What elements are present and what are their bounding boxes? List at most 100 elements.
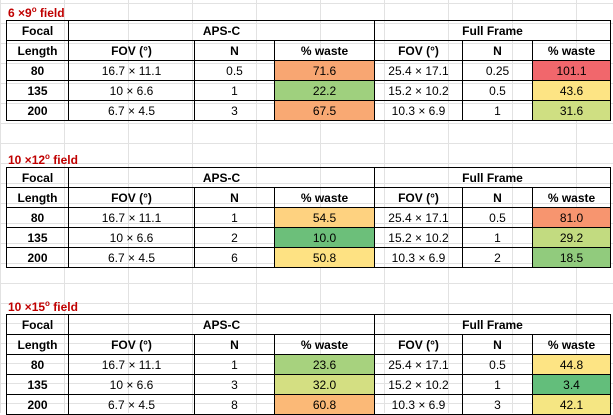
header-row-1: Focal APS-C Full Frame [6,314,611,335]
focal-header[interactable]: Focal [6,167,69,188]
length-header[interactable]: Length [6,40,69,61]
aps-waste-header[interactable]: % waste [274,334,375,355]
ff-n-cell[interactable]: 0.25 [462,60,533,81]
ff-fov-cell[interactable]: 10.3 × 6.9 [374,247,463,268]
ff-fov-cell[interactable]: 25.4 × 17.1 [374,354,463,375]
ff-n-header[interactable]: N [462,40,533,61]
aps-waste-header[interactable]: % waste [274,40,375,61]
ff-fov-header[interactable]: FOV (°) [374,334,463,355]
ff-fov-cell[interactable]: 15.2 × 10.2 [374,80,463,101]
aps-fov-cell[interactable]: 16.7 × 11.1 [68,207,195,228]
table-row: 135 10 × 6.6 1 22.2 15.2 × 10.2 0.5 43.6 [6,80,611,101]
aps-waste-cell[interactable]: 71.6 [274,60,375,81]
section-title[interactable]: 10 ×12o field [8,152,78,167]
aps-waste-cell[interactable]: 67.5 [274,100,375,121]
focal-cell[interactable]: 135 [6,374,69,395]
ff-waste-header[interactable]: % waste [532,334,611,355]
ff-n-cell[interactable]: 3 [462,394,533,415]
length-header[interactable]: Length [6,187,69,208]
aps-n-cell[interactable]: 6 [194,247,275,268]
aps-fov-cell[interactable]: 6.7 × 4.5 [68,394,195,415]
length-header[interactable]: Length [6,334,69,355]
apsc-header[interactable]: APS-C [68,167,375,188]
aps-fov-cell[interactable]: 10 × 6.6 [68,227,195,248]
ff-n-cell[interactable]: 1 [462,100,533,121]
aps-n-cell[interactable]: 2 [194,227,275,248]
ff-fov-header[interactable]: FOV (°) [374,187,463,208]
aps-n-cell[interactable]: 1 [194,207,275,228]
aps-n-header[interactable]: N [194,187,275,208]
ff-n-cell[interactable]: 1 [462,227,533,248]
aps-n-header[interactable]: N [194,40,275,61]
ff-n-header[interactable]: N [462,334,533,355]
ff-waste-cell[interactable]: 101.1 [532,60,611,81]
fullframe-header[interactable]: Full Frame [374,20,611,41]
ff-n-cell[interactable]: 1 [462,374,533,395]
aps-fov-header[interactable]: FOV (°) [68,187,195,208]
aps-fov-header[interactable]: FOV (°) [68,334,195,355]
aps-waste-cell[interactable]: 23.6 [274,354,375,375]
aps-waste-cell[interactable]: 22.2 [274,80,375,101]
aps-n-header[interactable]: N [194,334,275,355]
aps-fov-cell[interactable]: 10 × 6.6 [68,374,195,395]
table-row: 135 10 × 6.6 3 32.0 15.2 × 10.2 1 3.4 [6,374,611,395]
ff-n-header[interactable]: N [462,187,533,208]
aps-n-cell[interactable]: 3 [194,374,275,395]
section-title[interactable]: 6 ×9o field [8,5,65,20]
ff-waste-cell[interactable]: 81.0 [532,207,611,228]
aps-fov-cell[interactable]: 16.7 × 11.1 [68,354,195,375]
aps-n-cell[interactable]: 8 [194,394,275,415]
ff-waste-cell[interactable]: 42.1 [532,394,611,415]
aps-n-cell[interactable]: 0.5 [194,60,275,81]
aps-n-cell[interactable]: 3 [194,100,275,121]
ff-fov-cell[interactable]: 15.2 × 10.2 [374,374,463,395]
ff-fov-cell[interactable]: 25.4 × 17.1 [374,60,463,81]
focal-cell[interactable]: 200 [6,100,69,121]
ff-n-cell[interactable]: 2 [462,247,533,268]
apsc-header[interactable]: APS-C [68,314,375,335]
aps-n-cell[interactable]: 1 [194,354,275,375]
focal-header[interactable]: Focal [6,314,69,335]
ff-waste-header[interactable]: % waste [532,40,611,61]
ff-fov-cell[interactable]: 25.4 × 17.1 [374,207,463,228]
ff-fov-cell[interactable]: 15.2 × 10.2 [374,227,463,248]
focal-header[interactable]: Focal [6,20,69,41]
ff-waste-header[interactable]: % waste [532,187,611,208]
aps-fov-cell[interactable]: 10 × 6.6 [68,80,195,101]
aps-fov-cell[interactable]: 6.7 × 4.5 [68,100,195,121]
section-title[interactable]: 10 ×15o field [8,299,78,314]
ff-waste-cell[interactable]: 29.2 [532,227,611,248]
ff-n-cell[interactable]: 0.5 [462,207,533,228]
aps-waste-cell[interactable]: 60.8 [274,394,375,415]
aps-fov-cell[interactable]: 6.7 × 4.5 [68,247,195,268]
focal-cell[interactable]: 200 [6,394,69,415]
ff-waste-cell[interactable]: 18.5 [532,247,611,268]
focal-cell[interactable]: 80 [6,207,69,228]
ff-fov-cell[interactable]: 10.3 × 6.9 [374,100,463,121]
fullframe-header[interactable]: Full Frame [374,167,611,188]
focal-cell[interactable]: 135 [6,227,69,248]
aps-n-cell[interactable]: 1 [194,80,275,101]
table-row: 200 6.7 × 4.5 8 60.8 10.3 × 6.9 3 42.1 [6,394,611,415]
aps-waste-cell[interactable]: 54.5 [274,207,375,228]
ff-waste-cell[interactable]: 3.4 [532,374,611,395]
aps-waste-cell[interactable]: 32.0 [274,374,375,395]
ff-n-cell[interactable]: 0.5 [462,354,533,375]
aps-waste-cell[interactable]: 50.8 [274,247,375,268]
ff-waste-cell[interactable]: 43.6 [532,80,611,101]
ff-n-cell[interactable]: 0.5 [462,80,533,101]
apsc-header[interactable]: APS-C [68,20,375,41]
ff-fov-cell[interactable]: 10.3 × 6.9 [374,394,463,415]
fullframe-header[interactable]: Full Frame [374,314,611,335]
focal-cell[interactable]: 80 [6,60,69,81]
focal-cell[interactable]: 200 [6,247,69,268]
aps-fov-header[interactable]: FOV (°) [68,40,195,61]
aps-waste-header[interactable]: % waste [274,187,375,208]
focal-cell[interactable]: 80 [6,354,69,375]
ff-fov-header[interactable]: FOV (°) [374,40,463,61]
ff-waste-cell[interactable]: 31.6 [532,100,611,121]
aps-waste-cell[interactable]: 10.0 [274,227,375,248]
aps-fov-cell[interactable]: 16.7 × 11.1 [68,60,195,81]
focal-cell[interactable]: 135 [6,80,69,101]
ff-waste-cell[interactable]: 44.8 [532,354,611,375]
